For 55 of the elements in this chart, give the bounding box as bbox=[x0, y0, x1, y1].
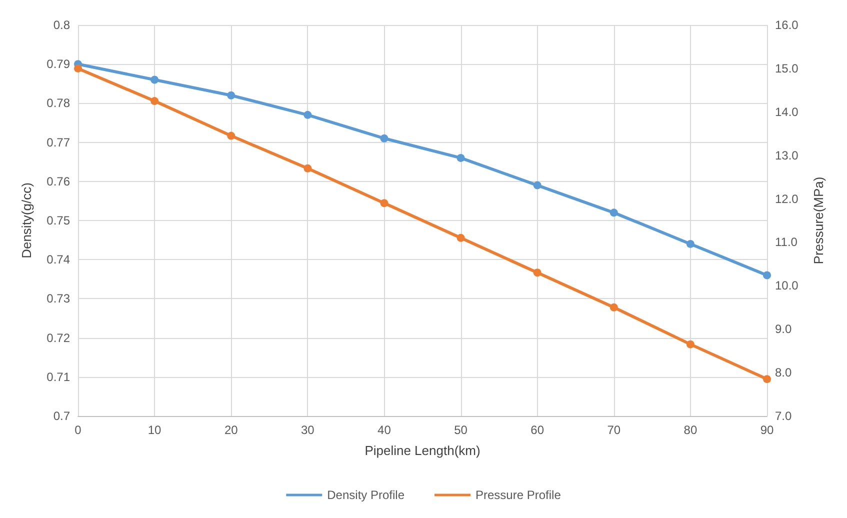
point bbox=[304, 110, 312, 119]
y-tick-label: 0.78 bbox=[46, 96, 70, 110]
point bbox=[456, 234, 465, 242]
x-tick-label: 50 bbox=[454, 423, 468, 437]
x-tick-label: 90 bbox=[760, 423, 774, 437]
x-tick-label: 70 bbox=[607, 423, 621, 437]
y2-tick-label: 12.0 bbox=[775, 192, 799, 206]
y2-axis-title: Pressure(MPa) bbox=[811, 176, 826, 264]
point bbox=[74, 64, 82, 72]
y-tick-label: 0.74 bbox=[46, 252, 70, 267]
y-tick-label: 0.8 bbox=[53, 18, 70, 32]
point bbox=[150, 97, 159, 106]
x-axis-title: Pipeline Length(km) bbox=[364, 443, 480, 458]
point bbox=[304, 164, 312, 172]
y2-tick-label: 16.0 bbox=[775, 18, 799, 32]
point bbox=[610, 208, 618, 217]
x-tick-label: 20 bbox=[224, 423, 238, 437]
y-tick-label: 0.76 bbox=[46, 174, 70, 188]
y2-tick-label: 10.0 bbox=[775, 278, 799, 293]
point bbox=[456, 154, 465, 162]
x-tick-label: 60 bbox=[530, 423, 544, 437]
y-axis-title: Density(g/cc) bbox=[19, 182, 34, 258]
x-tick-label: 0 bbox=[74, 423, 82, 437]
point bbox=[227, 91, 236, 100]
point bbox=[380, 199, 388, 208]
point bbox=[763, 271, 771, 280]
y-tick-label: 0.71 bbox=[46, 370, 70, 384]
point bbox=[763, 375, 771, 384]
x-tick-label: 10 bbox=[148, 423, 162, 437]
y2-tick-label: 13.0 bbox=[775, 148, 799, 162]
y2-tick-label: 11.0 bbox=[775, 235, 798, 250]
y2-tick-label: 7.0 bbox=[775, 409, 792, 423]
point bbox=[533, 268, 542, 277]
y-tick-label: 0.73 bbox=[46, 292, 70, 306]
point bbox=[380, 134, 388, 142]
x-tick-label: 30 bbox=[300, 423, 315, 437]
point bbox=[686, 340, 694, 348]
y-tick-label: 0.75 bbox=[46, 214, 70, 228]
y2-tick-label: 15.0 bbox=[775, 61, 799, 76]
x-tick-label: 40 bbox=[378, 423, 392, 437]
legend-label: Pressure Profile bbox=[476, 488, 562, 502]
y-tick-label: 0.72 bbox=[46, 330, 70, 345]
point bbox=[227, 132, 236, 140]
x-tick-label: 80 bbox=[684, 423, 698, 437]
point bbox=[610, 303, 618, 312]
y2-tick-label: 14.0 bbox=[775, 104, 799, 119]
legend-label: Density Profile bbox=[327, 488, 405, 502]
y-tick-label: 0.79 bbox=[46, 57, 70, 72]
y2-tick-label: 8.0 bbox=[775, 366, 792, 380]
point bbox=[686, 240, 694, 248]
point bbox=[533, 181, 542, 190]
point bbox=[150, 76, 159, 84]
y-tick-label: 0.77 bbox=[46, 135, 70, 150]
y2-tick-label: 9.0 bbox=[775, 322, 792, 336]
y-tick-label: 0.7 bbox=[53, 409, 70, 423]
